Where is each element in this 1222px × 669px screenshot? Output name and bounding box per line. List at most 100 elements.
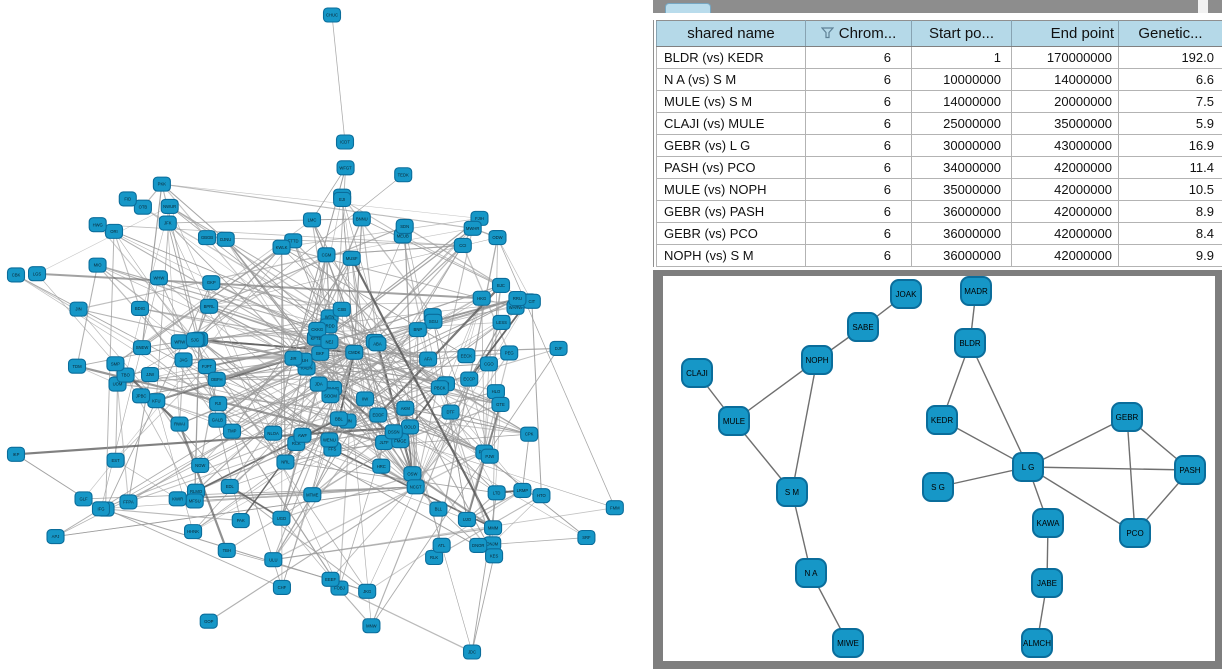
node-shape[interactable] [362, 618, 381, 634]
hairball-node[interactable]: RWAI [170, 416, 189, 432]
column-header-0[interactable]: shared name [656, 20, 806, 47]
node-shape[interactable] [457, 348, 476, 364]
node-shape[interactable] [472, 290, 491, 306]
hairball-node[interactable]: JIR [284, 350, 303, 366]
node-shape[interactable] [500, 345, 519, 361]
hairball-node[interactable]: HKG [472, 290, 491, 306]
network-node[interactable]: SABE [847, 312, 879, 342]
column-header-3[interactable]: End point [1011, 20, 1119, 47]
hairball-node[interactable]: JJW [141, 366, 160, 383]
node-shape[interactable] [141, 366, 160, 383]
node-shape[interactable] [508, 290, 527, 307]
hairball-node[interactable]: ORI [104, 223, 124, 239]
hairball-node[interactable]: TEDK [394, 167, 413, 183]
hairball-node[interactable]: KFU [147, 393, 166, 409]
node-shape[interactable] [1012, 452, 1044, 482]
node-shape[interactable] [231, 513, 250, 529]
node-shape[interactable] [264, 552, 283, 568]
node-shape[interactable] [303, 487, 322, 503]
hairball-node[interactable]: CKKG [308, 321, 327, 338]
hairball-node[interactable]: DJNU [216, 231, 235, 247]
node-shape[interactable] [491, 396, 510, 412]
node-shape[interactable] [832, 628, 864, 658]
node-shape[interactable] [132, 340, 152, 356]
node-shape[interactable] [549, 340, 568, 356]
node-shape[interactable] [184, 524, 203, 540]
hairball-node[interactable]: WENU [320, 432, 339, 448]
network-node[interactable]: L G [1012, 452, 1044, 482]
node-shape[interactable] [208, 412, 227, 428]
hairball-node[interactable]: DJF [549, 340, 568, 356]
node-shape[interactable] [681, 358, 713, 388]
node-shape[interactable] [88, 217, 107, 233]
table-row[interactable]: N A (vs) S M 6 10000000 14000000 6.6 [656, 68, 1222, 91]
table-row[interactable]: GEBR (vs) PASH 6 36000000 42000000 8.9 [656, 200, 1222, 223]
hairball-node[interactable]: IIW [356, 391, 375, 407]
network-node[interactable]: NOPH [801, 345, 833, 375]
node-shape[interactable] [302, 212, 322, 228]
hairball-node[interactable]: LGS [27, 266, 47, 282]
hairball-node[interactable]: MWHR [463, 220, 482, 236]
hairball-node[interactable]: IFG [91, 501, 111, 517]
node-shape[interactable] [320, 432, 339, 448]
hairball-node[interactable]: BLL [429, 501, 448, 517]
hairball-node[interactable]: EEEF [321, 571, 340, 587]
node-shape[interactable] [308, 321, 327, 338]
node-shape[interactable] [119, 494, 138, 510]
node-shape[interactable] [718, 406, 750, 436]
node-shape[interactable] [345, 344, 364, 360]
node-shape[interactable] [395, 218, 414, 235]
hairball-node[interactable]: SGU [424, 313, 443, 329]
node-shape[interactable] [1111, 402, 1143, 432]
hairball-node[interactable]: TDM [67, 358, 87, 374]
node-shape[interactable] [197, 230, 217, 246]
node-shape[interactable] [403, 466, 422, 482]
node-shape[interactable] [147, 393, 166, 409]
node-shape[interactable] [954, 328, 986, 358]
hairball-node[interactable]: CCI [453, 237, 472, 253]
hairball-node[interactable]: HLO [486, 384, 505, 400]
network-node[interactable]: PASH [1174, 455, 1206, 485]
hairball-node[interactable]: MFSU [185, 493, 204, 509]
node-shape[interactable] [400, 419, 420, 435]
node-shape[interactable] [463, 220, 482, 236]
node-shape[interactable] [293, 427, 312, 443]
hairball-node[interactable]: OTB [133, 199, 152, 215]
hairball-node[interactable]: FID [118, 191, 137, 207]
hairball-node[interactable]: MIO [88, 257, 107, 273]
node-shape[interactable] [130, 300, 150, 317]
network-node[interactable]: MULE [718, 406, 750, 436]
node-shape[interactable] [104, 223, 124, 239]
node-shape[interactable] [185, 332, 204, 348]
hairball-node[interactable]: RRU [508, 290, 527, 307]
node-shape[interactable] [320, 334, 339, 350]
node-shape[interactable] [197, 359, 217, 375]
node-shape[interactable] [202, 275, 221, 291]
hairball-node[interactable]: KES [485, 548, 504, 564]
node-shape[interactable] [488, 229, 507, 246]
node-shape[interactable] [384, 424, 403, 440]
hairball-node[interactable]: ATL [432, 537, 451, 553]
node-shape[interactable] [74, 491, 93, 507]
hairball-node[interactable]: BJC [491, 277, 511, 294]
node-shape[interactable] [486, 384, 505, 400]
node-shape[interactable] [847, 312, 879, 342]
node-shape[interactable] [174, 352, 193, 368]
node-shape[interactable] [776, 477, 808, 507]
table-row[interactable]: GEBR (vs) L G 6 30000000 43000000 16.9 [656, 134, 1222, 157]
hairball-node[interactable]: EDDF [369, 407, 388, 423]
hairball-node[interactable]: WRW [170, 334, 189, 350]
node-shape[interactable] [1032, 508, 1064, 538]
hairball-node[interactable]: NGW [191, 457, 210, 473]
hairball-node[interactable]: SJG [185, 332, 204, 348]
hairball-node[interactable]: NRL [276, 454, 295, 470]
hairball-node[interactable]: NLOA [264, 425, 283, 441]
hairball-node[interactable]: IKP [6, 446, 26, 462]
hairball-node[interactable]: JFK [158, 215, 177, 231]
hairball-node[interactable]: OSW [403, 466, 422, 482]
node-shape[interactable] [960, 276, 992, 306]
hairball-node[interactable]: HHNK [184, 524, 203, 540]
node-shape[interactable] [191, 457, 210, 473]
node-shape[interactable] [605, 500, 624, 516]
